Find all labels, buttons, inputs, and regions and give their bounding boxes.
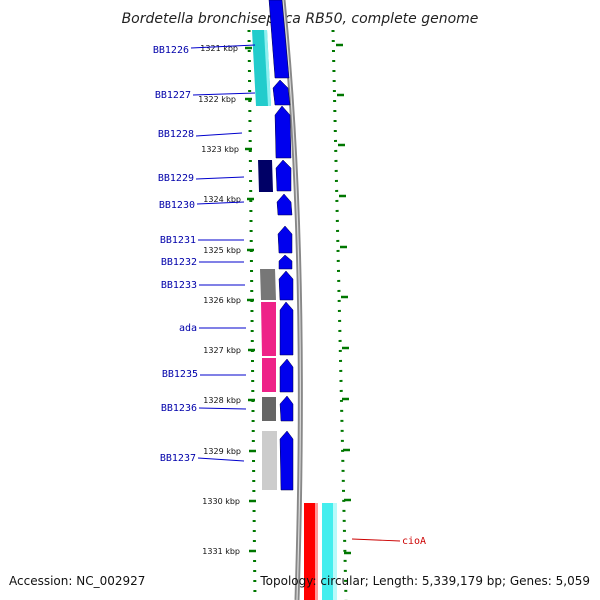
gene-label-bb1236: BB1236 <box>161 403 197 414</box>
inner-guide-ring <box>247 29 257 600</box>
gene-box-cioa-red[interactable] <box>304 503 318 600</box>
tick-label: 1331 kbp <box>202 547 240 556</box>
gene-arrow-bb1226[interactable] <box>268 0 290 79</box>
tick-label: 1328 kbp <box>203 396 241 405</box>
gene-label-bb1235: BB1235 <box>162 369 198 380</box>
category-box-bb1229 <box>258 160 273 192</box>
category-box-bb1226-shade <box>264 30 271 106</box>
gene-arrow-bb1232[interactable] <box>278 254 293 270</box>
scale-labels: 1321 kbp 1322 kbp 1323 kbp 1324 kbp 1325… <box>198 44 241 556</box>
gene-label-bb1231: BB1231 <box>160 235 196 246</box>
gene-arrow-bb1237[interactable] <box>279 430 294 491</box>
category-box-ada <box>261 302 276 356</box>
gene-label-bb1228: BB1228 <box>158 129 194 140</box>
gene-label-ada: ada <box>179 323 197 334</box>
tick-label: 1330 kbp <box>202 497 240 506</box>
tick-label: 1326 kbp <box>203 296 241 305</box>
gene-box-cioa-cyan-shade <box>333 503 337 600</box>
gene-arrow-bb1235[interactable] <box>279 358 294 393</box>
gene-arrow-bb1229[interactable] <box>275 159 292 192</box>
category-box-bb1235 <box>262 358 276 392</box>
minus-strand-track <box>304 503 337 600</box>
category-box-bb1237 <box>262 431 277 490</box>
gene-arrow-bb1227[interactable] <box>272 79 291 106</box>
gene-label-bb1232: BB1232 <box>161 257 197 268</box>
major-ticks <box>245 43 351 555</box>
gene-label-bb1233: BB1233 <box>161 280 197 291</box>
gene-label-bb1229: BB1229 <box>158 173 194 184</box>
tick-label: 1323 kbp <box>201 145 239 154</box>
gene-box-cioa-red-shade <box>315 503 318 600</box>
tick-label: 1324 kbp <box>203 195 241 204</box>
gene-arrow-bb1230[interactable] <box>276 193 293 216</box>
gene-arrow-bb1231[interactable] <box>277 225 293 254</box>
gene-label-bb1237: BB1237 <box>160 453 196 464</box>
genome-backbone-highlight <box>282 0 301 600</box>
tick-label: 1327 kbp <box>203 346 241 355</box>
gene-label-bb1226: BB1226 <box>153 45 189 56</box>
label-leaders <box>190 44 401 542</box>
tick-label: 1329 kbp <box>203 447 241 456</box>
gene-label-cioa: cioA <box>402 536 426 547</box>
gene-labels: BB1226 BB1227 BB1228 BB1229 BB1230 BB123… <box>153 45 426 547</box>
gene-arrow-bb1236[interactable] <box>279 395 294 422</box>
category-box-bb1236 <box>262 397 276 421</box>
gene-arrow-bb1233[interactable] <box>278 270 294 301</box>
gene-arrow-bb1228[interactable] <box>274 105 292 159</box>
gene-label-bb1227: BB1227 <box>155 90 191 101</box>
accession-text: Accession: NC_002927 <box>9 574 145 588</box>
plus-strand-track <box>268 0 294 491</box>
gene-arrow-ada[interactable] <box>279 301 294 356</box>
tick-label: 1325 kbp <box>203 246 241 255</box>
gene-label-bb1230: BB1230 <box>159 200 195 211</box>
tick-label: 1321 kbp <box>200 44 238 53</box>
category-box-bb1233 <box>260 269 276 300</box>
map-title: Bordetella bronchiseptica RB50, complete… <box>122 11 479 27</box>
tick-label: 1322 kbp <box>198 95 236 104</box>
topology-text: Topology: circular; Length: 5,339,179 bp… <box>259 574 590 588</box>
category-track <box>252 30 277 490</box>
